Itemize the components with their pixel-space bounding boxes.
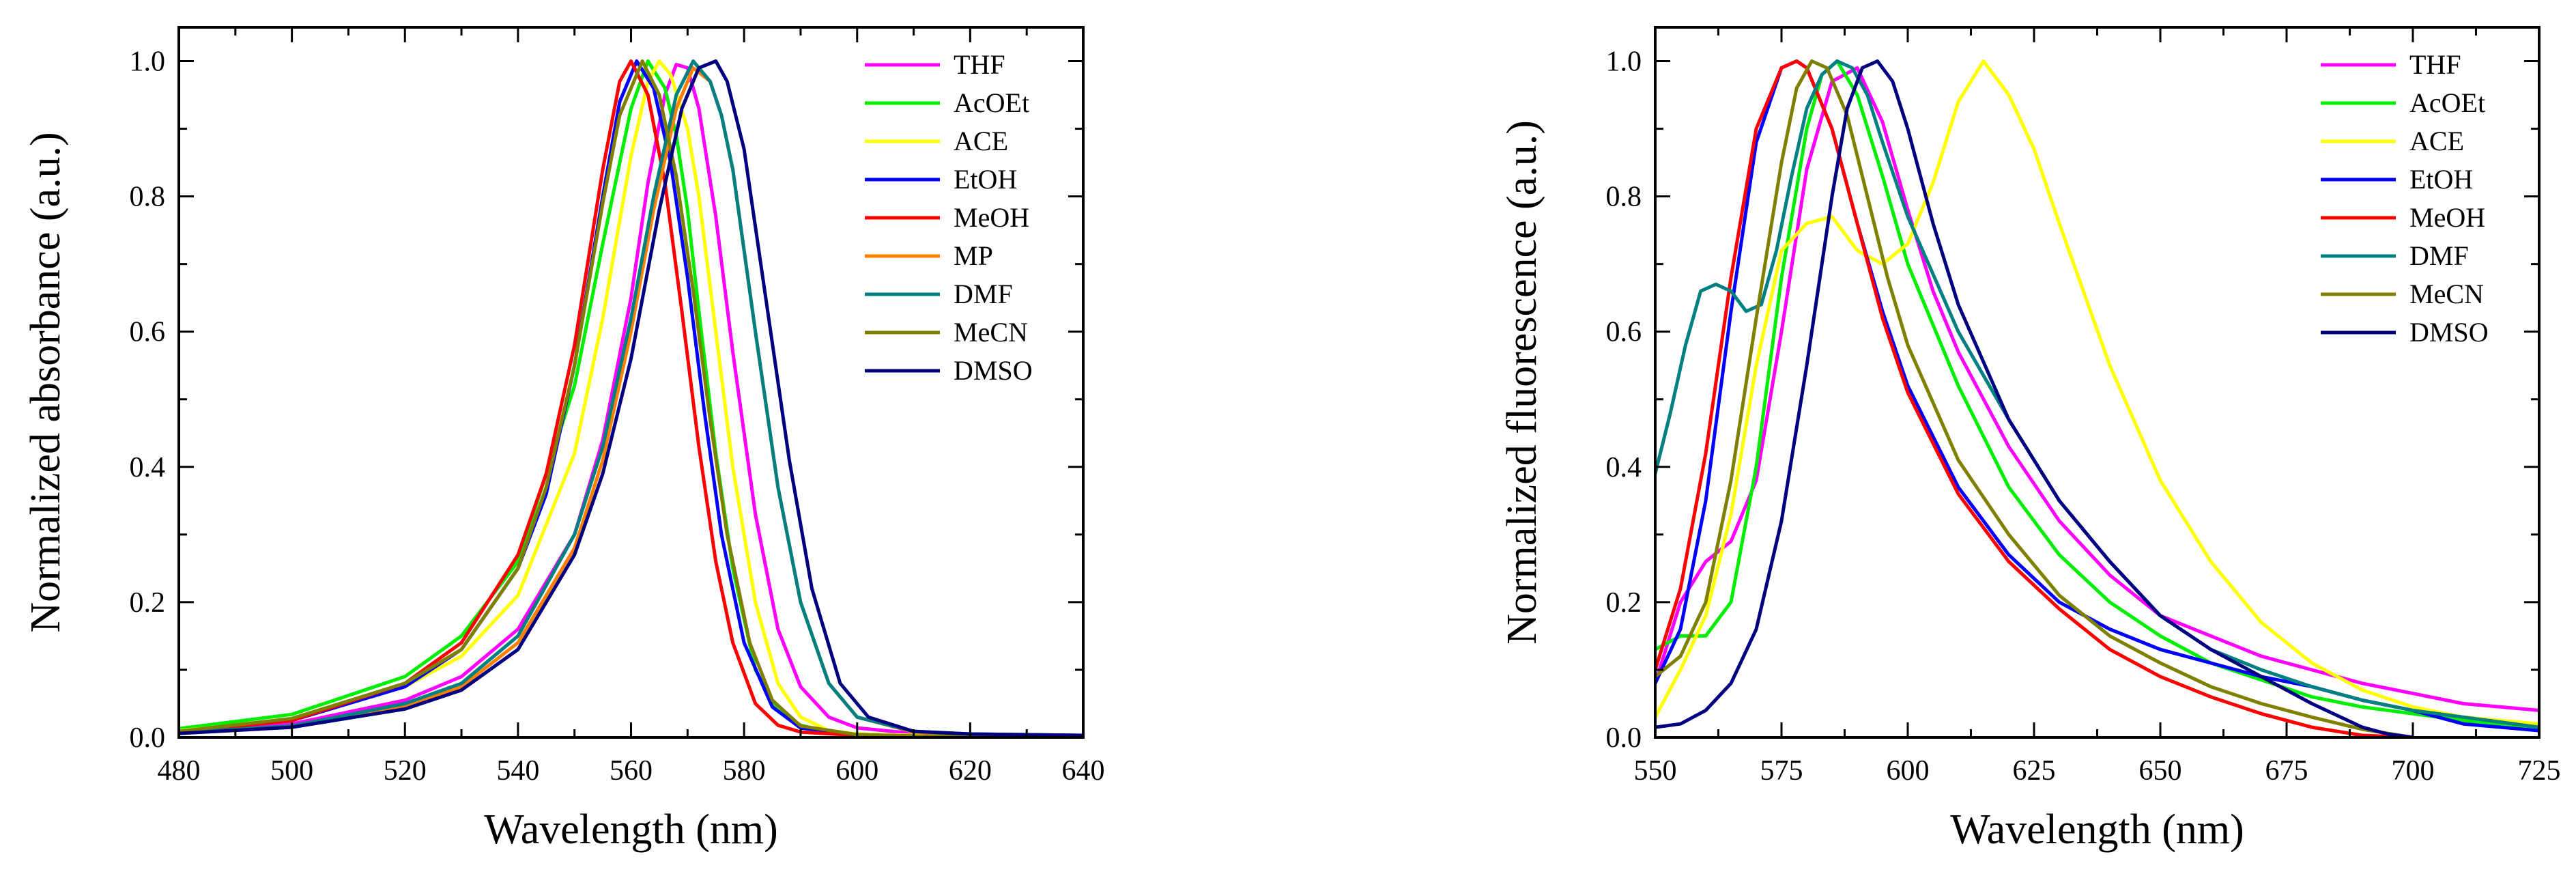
fluorescence-series-line-acoet [1655, 59, 2539, 729]
absorbance-series-line-mecn [179, 59, 1083, 737]
fluorescence-legend-label-meoh: MeOH [2409, 202, 2485, 233]
absorbance-x-axis-title: Wavelength (nm) [484, 806, 778, 853]
absorbance-legend-label-acoet: AcOEt [954, 87, 1029, 118]
absorbance-series-line-thf [179, 63, 1083, 737]
fluorescence-legend-label-etoh: EtOH [2409, 164, 2473, 195]
absorbance-x-tick-label: 480 [158, 755, 201, 787]
fluorescence-series-line-dmf [1655, 59, 2539, 729]
fluorescence-series-line-ace [1655, 59, 2539, 726]
fluorescence-series-line-etoh [1655, 59, 2539, 733]
fluorescence-legend-label-thf: THF [2409, 49, 2461, 80]
fluorescence-legend-label-mecn: MeCN [2409, 279, 2484, 309]
absorbance-x-tick-label: 500 [270, 755, 313, 787]
fluorescence-x-axis-title: Wavelength (nm) [1950, 806, 2244, 853]
absorbance-x-tick-label: 580 [723, 755, 766, 787]
absorbance-legend-label-dmso: DMSO [954, 355, 1033, 386]
fluorescence-y-tick-label: 0.8 [1606, 182, 1642, 213]
absorbance-y-tick-label: 0.8 [130, 182, 166, 213]
absorbance-y-tick-label: 0.6 [130, 317, 166, 348]
absorbance-series-line-mp [179, 66, 1083, 737]
fluorescence-x-tick-label: 700 [2392, 755, 2435, 787]
fluorescence-legend-label-dmso: DMSO [2409, 317, 2489, 348]
fluorescence-x-tick-label: 600 [1887, 755, 1930, 787]
absorbance-x-tick-label: 520 [384, 755, 427, 787]
fluorescence-x-tick-label: 725 [2518, 755, 2561, 787]
fluorescence-legend-label-acoet: AcOEt [2409, 87, 2485, 118]
absorbance-x-tick-label: 640 [1062, 755, 1105, 787]
fluorescence-x-tick-label: 625 [2013, 755, 2056, 787]
fluorescence-chart: 550 575 600 625 650 675 700 725 0.0 0.2 0.4 0.6 0.8 1… [1499, 26, 2561, 853]
fluorescence-y-tick-label: 0.4 [1606, 452, 1642, 483]
absorbance-x-tick-label: 620 [949, 755, 992, 787]
absorbance-legend: THF AcOEt ACE EtOH MeOH MP DMF MeCN DMSO [865, 49, 1033, 386]
absorbance-series-group [179, 59, 1083, 737]
fluorescence-y-tick-label: 0.0 [1606, 722, 1642, 754]
fluorescence-x-tick-label: 575 [1760, 755, 1803, 787]
fluorescence-series-line-dmso [1655, 59, 2414, 737]
absorbance-x-tick-label: 560 [610, 755, 653, 787]
fluorescence-y-axis-title: Normalized fluorescence (a.u.) [1499, 120, 1545, 645]
fluorescence-legend: THF AcOEt ACE EtOH MeOH DMF MeCN DMSO [2321, 49, 2489, 348]
absorbance-legend-label-mp: MP [954, 240, 993, 271]
absorbance-legend-label-etoh: EtOH [954, 164, 1017, 195]
absorbance-y-tick-label: 0.4 [130, 452, 166, 483]
fluorescence-x-tick-label: 675 [2265, 755, 2308, 787]
fluorescence-series-group [1655, 59, 2539, 737]
absorbance-chart: 480 500 520 540 560 580 600 620 640 0.0 0.2 0.4 0.6 0… [23, 26, 1105, 853]
absorbance-plot-frame [177, 26, 1085, 739]
fluorescence-legend-label-ace: ACE [2409, 126, 2464, 156]
fluorescence-legend-label-dmf: DMF [2409, 240, 2469, 271]
absorbance-legend-label-mecn: MeCN [954, 317, 1028, 348]
fluorescence-series-line-thf [1655, 66, 2539, 712]
absorbance-legend-label-meoh: MeOH [954, 202, 1029, 233]
fluorescence-series-line-mecn [1655, 59, 2414, 737]
absorbance-series-line-meoh [179, 59, 1083, 737]
absorbance-x-tick-label: 600 [835, 755, 878, 787]
fluorescence-x-tick-label: 550 [1634, 755, 1677, 787]
fluorescence-y-tick-label: 0.2 [1606, 587, 1642, 619]
fluorescence-y-tick-label: 0.6 [1606, 317, 1642, 348]
absorbance-x-tick-label: 540 [496, 755, 539, 787]
absorbance-y-tick-label: 1.0 [130, 46, 166, 78]
absorbance-legend-label-thf: THF [954, 49, 1005, 80]
absorbance-y-tick-label: 0.0 [130, 722, 166, 754]
absorbance-legend-label-dmf: DMF [954, 279, 1013, 309]
absorbance-y-axis-title: Normalized absorbance (a.u.) [23, 132, 69, 632]
absorbance-series-line-dmf [179, 59, 1083, 737]
absorbance-legend-label-ace: ACE [954, 126, 1008, 156]
absorbance-series-line-dmso [179, 59, 1083, 737]
absorbance-series-line-ace [179, 59, 1083, 737]
fluorescence-x-tick-label: 650 [2139, 755, 2182, 787]
fluorescence-series-line-meoh [1655, 59, 2414, 737]
absorbance-y-tick-label: 0.2 [130, 587, 166, 619]
fluorescence-y-tick-label: 1.0 [1606, 46, 1642, 78]
